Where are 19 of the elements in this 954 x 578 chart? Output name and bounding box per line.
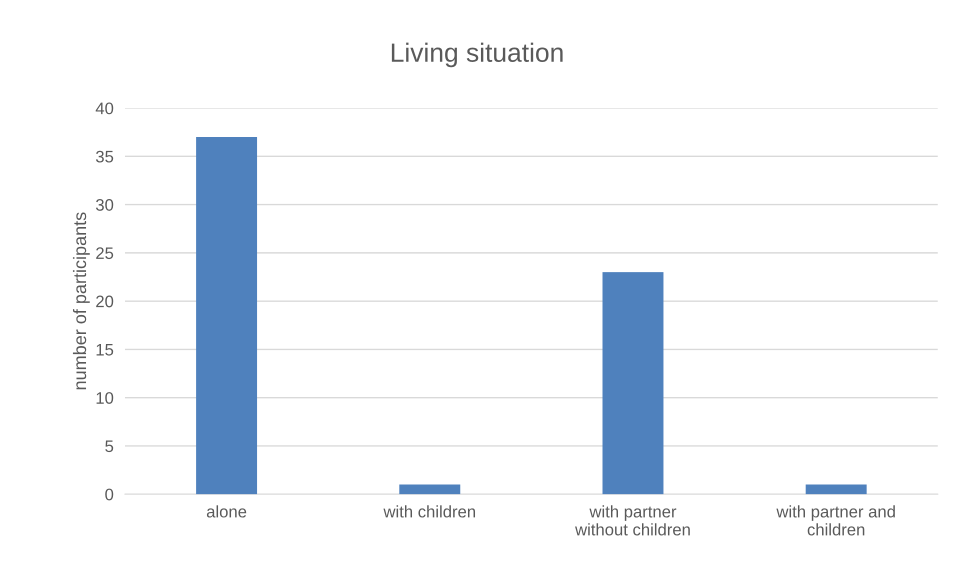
y-tick-label: 30 <box>96 199 114 211</box>
x-tick-label: with partner and children <box>776 505 895 536</box>
y-tick-label: 20 <box>96 296 114 308</box>
y-tick-label: 40 <box>96 102 114 114</box>
bar <box>602 272 664 494</box>
y-tick-label: 15 <box>96 344 114 356</box>
y-tick-label: 35 <box>96 150 114 163</box>
bar <box>806 484 867 494</box>
y-tick-label: 10 <box>96 392 114 404</box>
y-tick-label: 5 <box>105 440 114 452</box>
bar <box>399 484 460 494</box>
x-tick-label: alone <box>206 505 246 518</box>
y-axis-title: number of participants <box>72 212 90 390</box>
bar <box>196 137 258 494</box>
chart-title: Living situation <box>392 42 563 68</box>
y-tick-label: 0 <box>105 488 114 500</box>
x-tick-label: with children <box>383 505 476 518</box>
y-tick-label: 25 <box>96 247 114 260</box>
x-tick-label: with partner without children <box>575 505 690 536</box>
